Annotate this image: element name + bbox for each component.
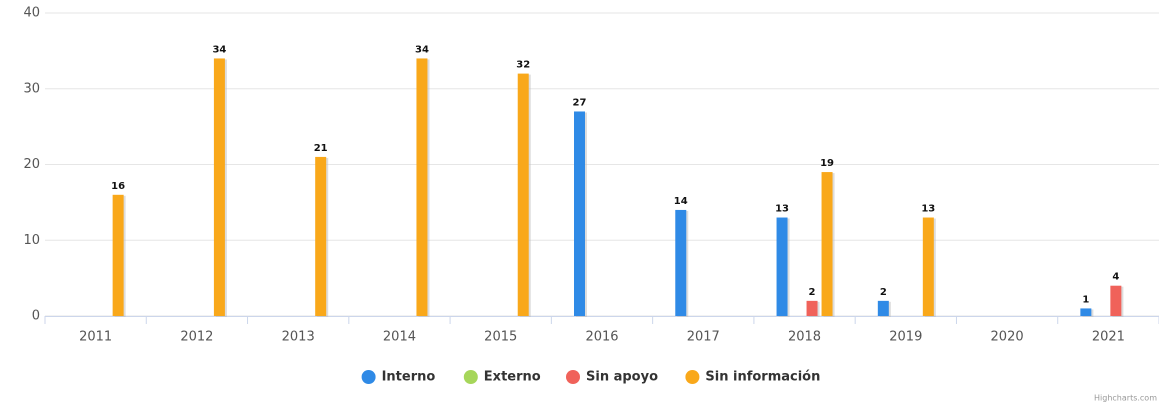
x-tick-label: 2018	[788, 330, 821, 345]
bar	[776, 217, 788, 316]
bar	[1110, 285, 1122, 316]
bar	[821, 172, 833, 316]
data-label: 27	[573, 97, 587, 108]
y-tick-label: 0	[32, 309, 40, 324]
bar	[315, 156, 327, 316]
legend-marker	[361, 370, 376, 384]
x-tick-label: 2011	[79, 330, 112, 345]
y-tick-label: 20	[23, 157, 40, 172]
legend-label: Externo	[484, 370, 541, 385]
data-label: 34	[212, 44, 226, 55]
legend-label: Sin apoyo	[586, 370, 658, 385]
bar	[675, 209, 687, 316]
bar	[416, 58, 428, 316]
data-label: 34	[415, 44, 429, 55]
data-label: 4	[1112, 272, 1119, 283]
bar	[112, 194, 124, 316]
data-label: 16	[111, 181, 125, 192]
bar	[213, 58, 225, 316]
x-tick-label: 2019	[889, 330, 922, 345]
legend-label: Interno	[382, 370, 436, 385]
y-tick-label: 40	[23, 6, 40, 21]
y-tick-label: 30	[23, 81, 40, 96]
data-label: 21	[314, 143, 328, 154]
bar	[922, 217, 934, 316]
data-label: 1	[1082, 294, 1089, 305]
x-tick-label: 2015	[484, 330, 517, 345]
bar	[517, 73, 529, 316]
legend-marker	[566, 370, 580, 384]
legend-label: Sin información	[705, 370, 820, 385]
bar	[806, 300, 818, 316]
x-tick-label: 2021	[1092, 330, 1125, 345]
x-tick-label: 2013	[282, 330, 315, 345]
x-tick-label: 2016	[585, 330, 618, 345]
bar	[574, 111, 585, 316]
data-label: 13	[775, 204, 789, 215]
x-tick-label: 2012	[180, 330, 213, 345]
data-label: 19	[820, 158, 834, 169]
bar	[1080, 308, 1092, 316]
legend-marker	[685, 370, 700, 384]
data-label: 2	[880, 287, 887, 298]
x-tick-label: 2017	[687, 330, 720, 345]
data-label: 14	[674, 196, 688, 207]
data-label: 2	[809, 287, 816, 298]
data-label: 32	[516, 60, 530, 71]
y-tick-label: 10	[23, 233, 40, 248]
x-tick-label: 2014	[383, 330, 416, 345]
credits: Highcharts.com	[1094, 394, 1157, 403]
data-label: 13	[921, 204, 935, 215]
bar	[877, 300, 889, 316]
legend-marker	[463, 370, 478, 384]
x-tick-label: 2020	[991, 330, 1024, 345]
